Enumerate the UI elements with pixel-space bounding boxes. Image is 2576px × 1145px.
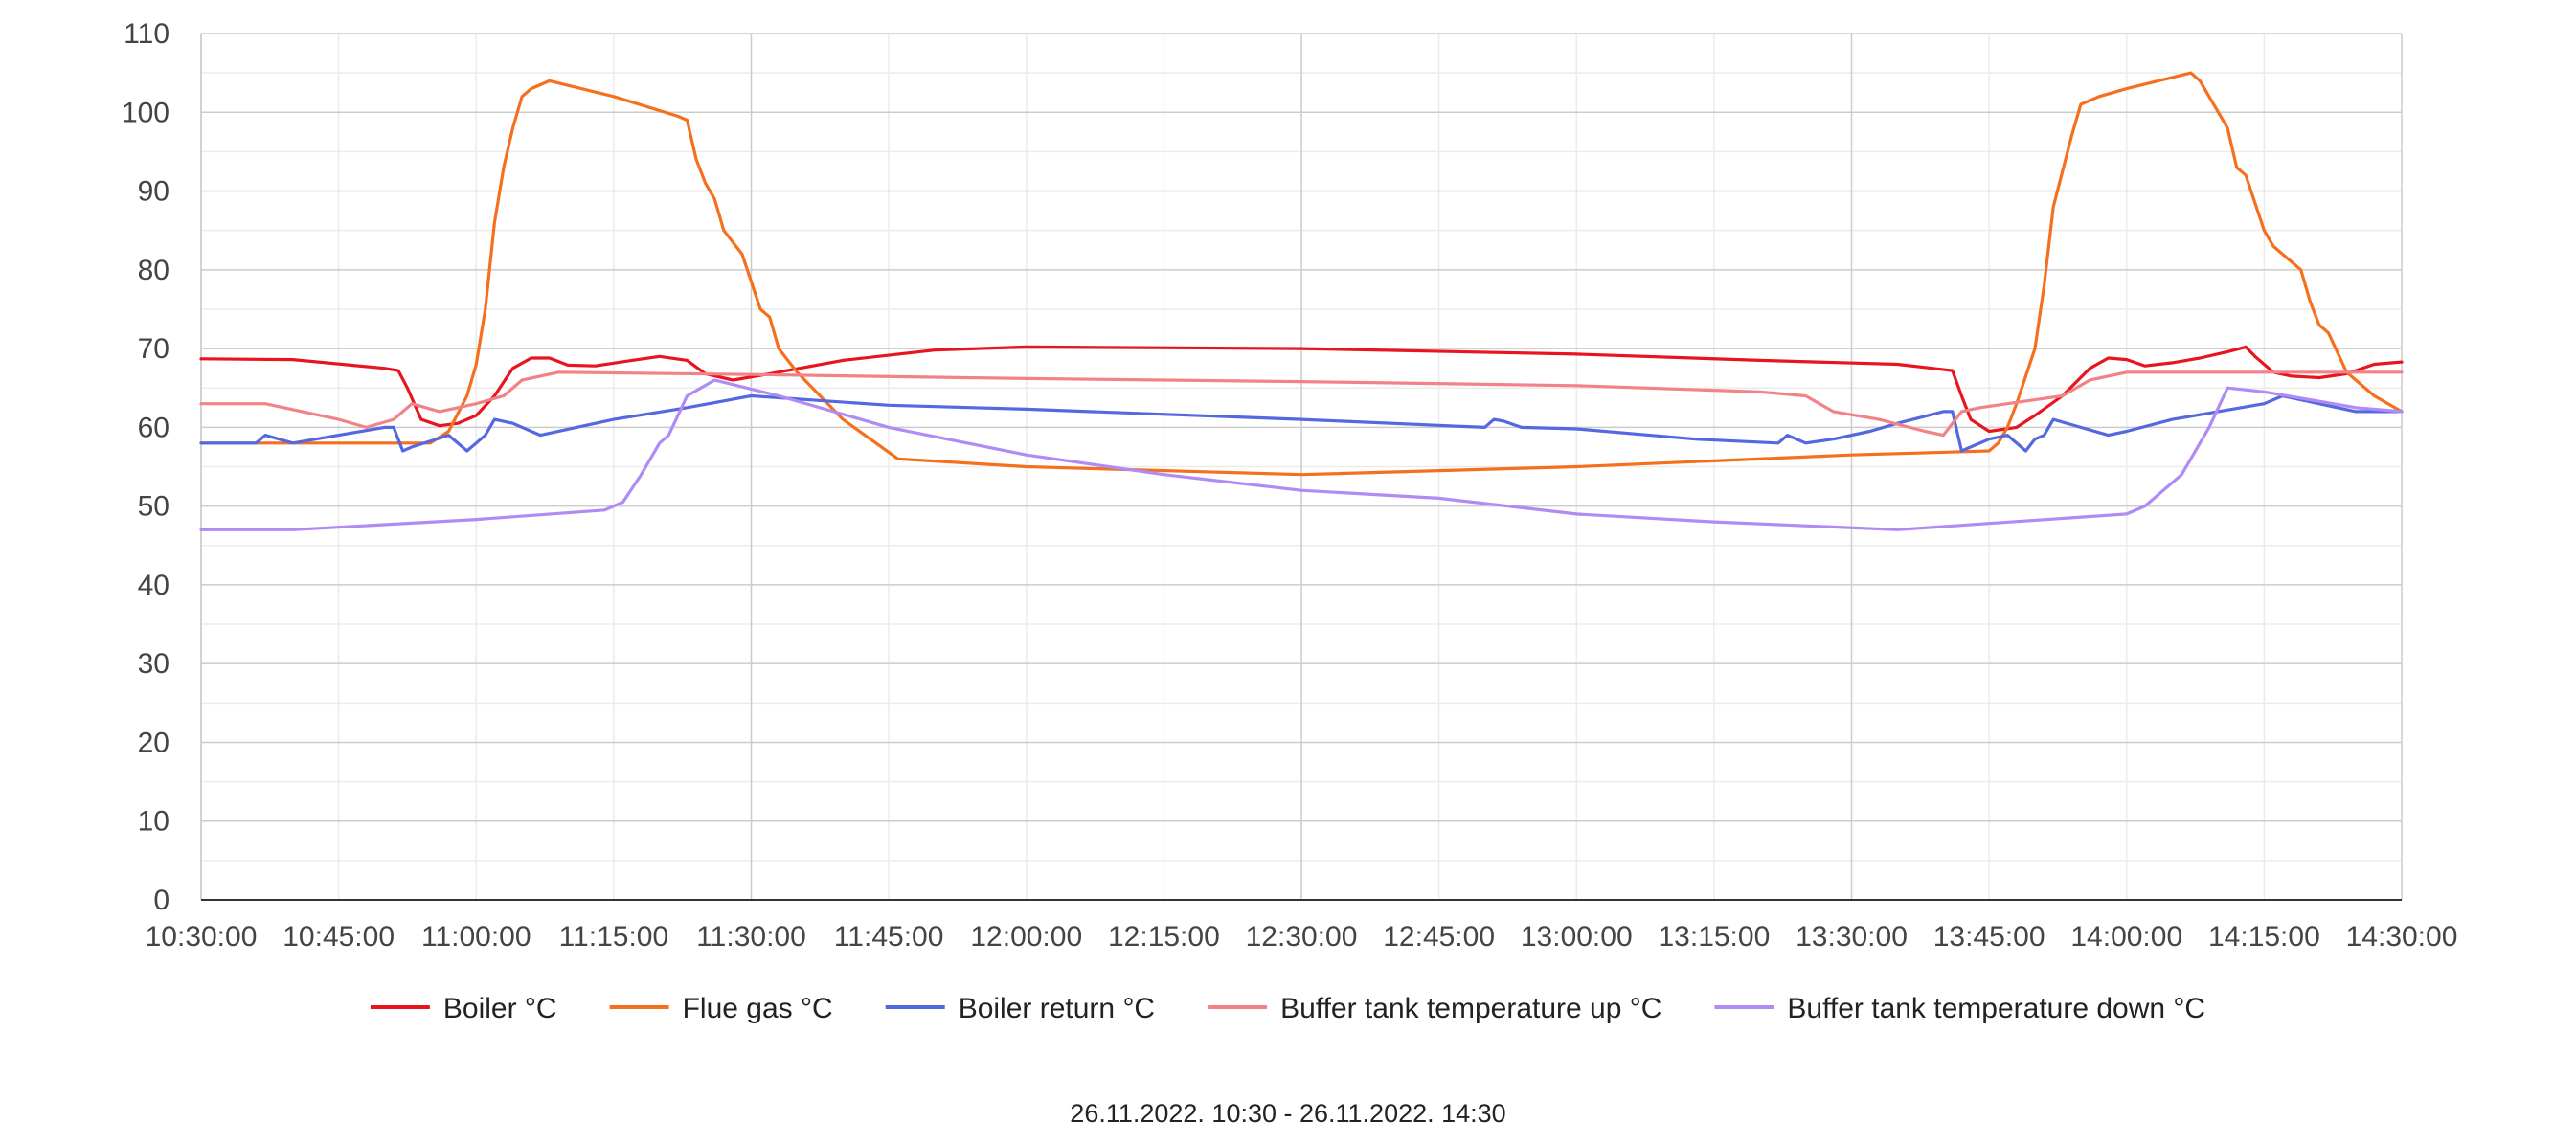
date-range-caption: 26.11.2022. 10:30 - 26.11.2022. 14:30 bbox=[1070, 1099, 1506, 1128]
y-tick-label: 60 bbox=[138, 412, 169, 443]
series-line bbox=[199, 71, 2404, 477]
y-tick-label: 90 bbox=[138, 176, 169, 208]
y-tick-label: 20 bbox=[138, 727, 169, 758]
x-tick-label: 11:30:00 bbox=[696, 921, 806, 953]
x-tick-label: 14:30:00 bbox=[2346, 921, 2458, 953]
y-tick-label: 40 bbox=[138, 570, 169, 601]
legend-label: Flue gas °C bbox=[683, 993, 833, 1024]
y-tick-label: 110 bbox=[124, 18, 169, 50]
series-line bbox=[199, 393, 2404, 453]
series-lines bbox=[199, 71, 2404, 531]
x-tick-label: 13:45:00 bbox=[1933, 921, 2045, 953]
legend-label: Boiler °C bbox=[443, 993, 557, 1024]
x-tick-label: 14:15:00 bbox=[2208, 921, 2320, 953]
legend-item[interactable]: Buffer tank temperature down °C bbox=[1714, 993, 2205, 1024]
series-line bbox=[199, 378, 2404, 531]
legend-label: Boiler return °C bbox=[959, 993, 1155, 1024]
series-line bbox=[199, 370, 2404, 438]
x-tick-label: 13:30:00 bbox=[1796, 921, 1908, 953]
y-tick-label: 100 bbox=[122, 97, 169, 128]
x-tick-label: 10:45:00 bbox=[282, 921, 395, 953]
x-tick-label: 12:45:00 bbox=[1383, 921, 1495, 953]
x-tick-label: 11:00:00 bbox=[421, 921, 531, 953]
y-tick-label: 0 bbox=[153, 885, 169, 916]
x-tick-label: 12:30:00 bbox=[1246, 921, 1358, 953]
x-tick-label: 12:00:00 bbox=[970, 921, 1082, 953]
legend-item[interactable]: Boiler return °C bbox=[885, 993, 1155, 1024]
legend-item[interactable]: Flue gas °C bbox=[609, 993, 833, 1024]
x-tick-label: 11:15:00 bbox=[559, 921, 669, 953]
grid bbox=[200, 33, 2403, 901]
x-axis: 10:30:00 10:45:00 11:00:00 11:15:00 11:30:00… bbox=[146, 921, 2458, 953]
x-tick-label: 10:30:00 bbox=[146, 921, 258, 953]
legend-label: Buffer tank temperature up °C bbox=[1280, 993, 1661, 1024]
legend-label: Buffer tank temperature down °C bbox=[1787, 993, 2205, 1024]
y-tick-label: 80 bbox=[138, 255, 169, 286]
x-tick-label: 13:15:00 bbox=[1658, 921, 1770, 953]
x-tick-label: 12:15:00 bbox=[1108, 921, 1220, 953]
x-tick-label: 13:00:00 bbox=[1521, 921, 1633, 953]
series-line bbox=[199, 345, 2404, 434]
x-tick-label: 14:00:00 bbox=[2070, 921, 2182, 953]
x-tick-label: 11:45:00 bbox=[834, 921, 944, 953]
y-tick-label: 50 bbox=[138, 491, 169, 523]
y-axis: 0 10 20 30 40 50 60 70 80 90 100 110 bbox=[122, 18, 169, 916]
y-tick-label: 10 bbox=[138, 806, 169, 838]
y-tick-label: 70 bbox=[138, 333, 169, 365]
legend-item[interactable]: Boiler °C bbox=[370, 993, 557, 1024]
y-tick-label: 30 bbox=[138, 648, 169, 680]
legend[interactable]: Boiler °C Flue gas °C Boiler return °C Buff… bbox=[370, 993, 2205, 1024]
legend-item[interactable]: Buffer tank temperature up °C bbox=[1208, 993, 1661, 1024]
